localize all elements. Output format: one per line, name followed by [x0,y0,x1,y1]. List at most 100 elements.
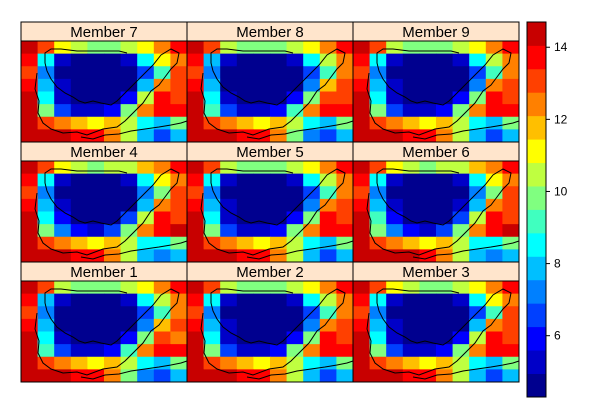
heatmap-cell [153,356,171,370]
heatmap-cell [187,224,204,238]
heatmap-cell [187,356,204,370]
heatmap-cells [353,161,520,263]
heatmap-cell [452,344,470,358]
panel: Member 3 [352,261,520,383]
heatmap-cell [203,344,221,358]
heatmap-cell [104,318,121,332]
heatmap-cell [220,281,238,295]
heatmap-cell [54,356,72,370]
heatmap-cell [402,356,420,370]
heatmap-cell [220,236,238,250]
heatmap-cell [137,224,155,238]
heatmap-cell [402,78,420,92]
heatmap-cell [203,306,221,320]
colorbar-swatch [527,232,546,257]
heatmap-cell [369,198,387,212]
heatmap-cell [203,224,221,238]
heatmap-cell [469,293,487,307]
heatmap-cell [270,186,287,200]
heatmap-cell [137,41,155,55]
heatmap-cell [502,66,520,80]
heatmap-cell [54,91,72,105]
heatmap-cell [319,41,337,55]
heatmap-cell [253,211,271,225]
heatmap-cell [203,369,221,383]
heatmap-cell [137,161,155,175]
heatmap-cell [253,66,271,80]
heatmap-cell [485,331,503,345]
heatmap-cell [220,66,238,80]
heatmap-cell [353,116,370,130]
heatmap-cell [469,41,487,55]
heatmap-cell [402,186,420,200]
heatmap-cell [303,281,321,295]
heatmap-cell [353,369,370,383]
heatmap-cell [319,369,337,383]
heatmap-cell [253,293,271,307]
heatmap-cell [336,161,354,175]
heatmap-cell [386,318,404,332]
heatmap-cell [436,53,453,67]
heatmap-cell [353,198,370,212]
panel-title: Member 3 [402,264,470,281]
heatmap-cell [270,66,287,80]
heatmap-cell [236,306,254,320]
heatmap-cell [137,53,155,67]
heatmap-cell [21,41,38,55]
coastline [412,360,520,380]
heatmap-cell [187,104,204,118]
heatmap-cell [87,306,105,320]
heatmap-cell [187,344,204,358]
heatmap-cell [187,173,204,187]
heatmap-cell [220,198,238,212]
heatmap-cell [137,369,155,383]
heatmap-cell [153,306,171,320]
heatmap-cell [286,41,304,55]
heatmap-cell [87,344,105,358]
heatmap-cell [70,281,88,295]
panel: Member 6 [352,141,520,263]
heatmap-cell [502,173,520,187]
heatmap-cell [485,249,503,263]
heatmap-cell [70,116,88,130]
colorbar-tick-label: 6 [554,329,561,343]
heatmap-cell [220,356,238,370]
heatmap-cell [402,173,420,187]
heatmap-cell [353,91,370,105]
heatmap-cell [369,356,387,370]
heatmap-cell [402,306,420,320]
heatmap-cell [353,78,370,92]
heatmap-cell [452,91,470,105]
heatmap-cell [303,344,321,358]
heatmap-cell [270,78,287,92]
heatmap-cell [419,78,437,92]
heatmap-cell [87,224,105,238]
heatmap-cell [236,198,254,212]
heatmap-cell [353,66,370,80]
heatmap-cell [436,211,453,225]
heatmap-cell [270,281,287,295]
heatmap-cell [353,161,370,175]
heatmap-cell [153,369,171,383]
colorbar-swatch [527,68,546,93]
heatmap-cell [353,344,370,358]
heatmap-cell [120,91,138,105]
heatmap-cell [21,249,38,263]
heatmap-cell [419,344,437,358]
heatmap-cell [502,104,520,118]
heatmap-cell [419,116,437,130]
heatmap-cell [336,41,354,55]
heatmap-cell [203,198,221,212]
heatmap-cell [336,344,354,358]
heatmap-cell [137,91,155,105]
heatmap-cell [120,344,138,358]
heatmap-cell [137,293,155,307]
heatmap-cell [37,129,55,143]
heatmap-cell [187,318,204,332]
heatmap-cell [104,293,121,307]
heatmap-cell [203,211,221,225]
heatmap-cell [153,161,171,175]
heatmap-cell [402,91,420,105]
heatmap-cell [54,224,72,238]
panel-grid: Member 7 Member 8 Member 9 Member 4 Member 5… [20,21,520,383]
